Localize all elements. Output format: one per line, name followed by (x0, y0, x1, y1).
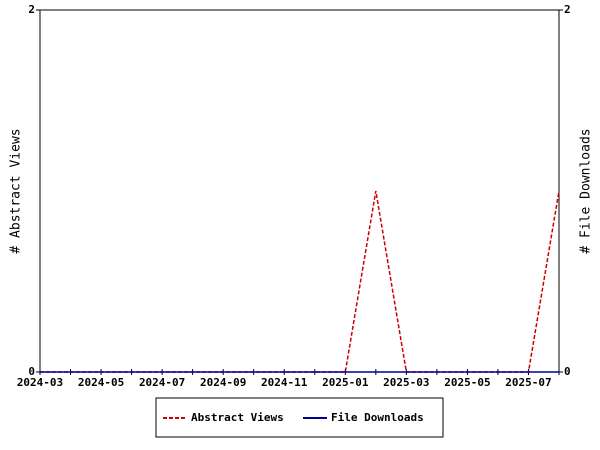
x-tick-label: 2024-07 (139, 376, 185, 389)
legend-label: Abstract Views (191, 411, 284, 424)
legend-label: File Downloads (331, 411, 424, 424)
x-tick-label: 2024-05 (78, 376, 124, 389)
y2-tick-label: 0 (564, 365, 571, 378)
x-tick-label: 2025-05 (444, 376, 490, 389)
x-tick-label: 2025-03 (383, 376, 429, 389)
x-tick-label: 2024-11 (261, 376, 308, 389)
x-tick-label: 2024-09 (200, 376, 246, 389)
y-axis-label: # Abstract Views (9, 128, 24, 253)
legend-box (155, 397, 444, 438)
y2-axis-label: # File Downloads (579, 128, 594, 253)
x-tick-label: 2024-03 (17, 376, 63, 389)
x-tick-label: 2025-07 (505, 376, 551, 389)
y2-tick-label: 2 (564, 3, 571, 16)
x-tick-label: 2025-01 (322, 376, 369, 389)
y-tick-label: 0 (28, 365, 35, 378)
y-tick-label: 2 (28, 3, 35, 16)
